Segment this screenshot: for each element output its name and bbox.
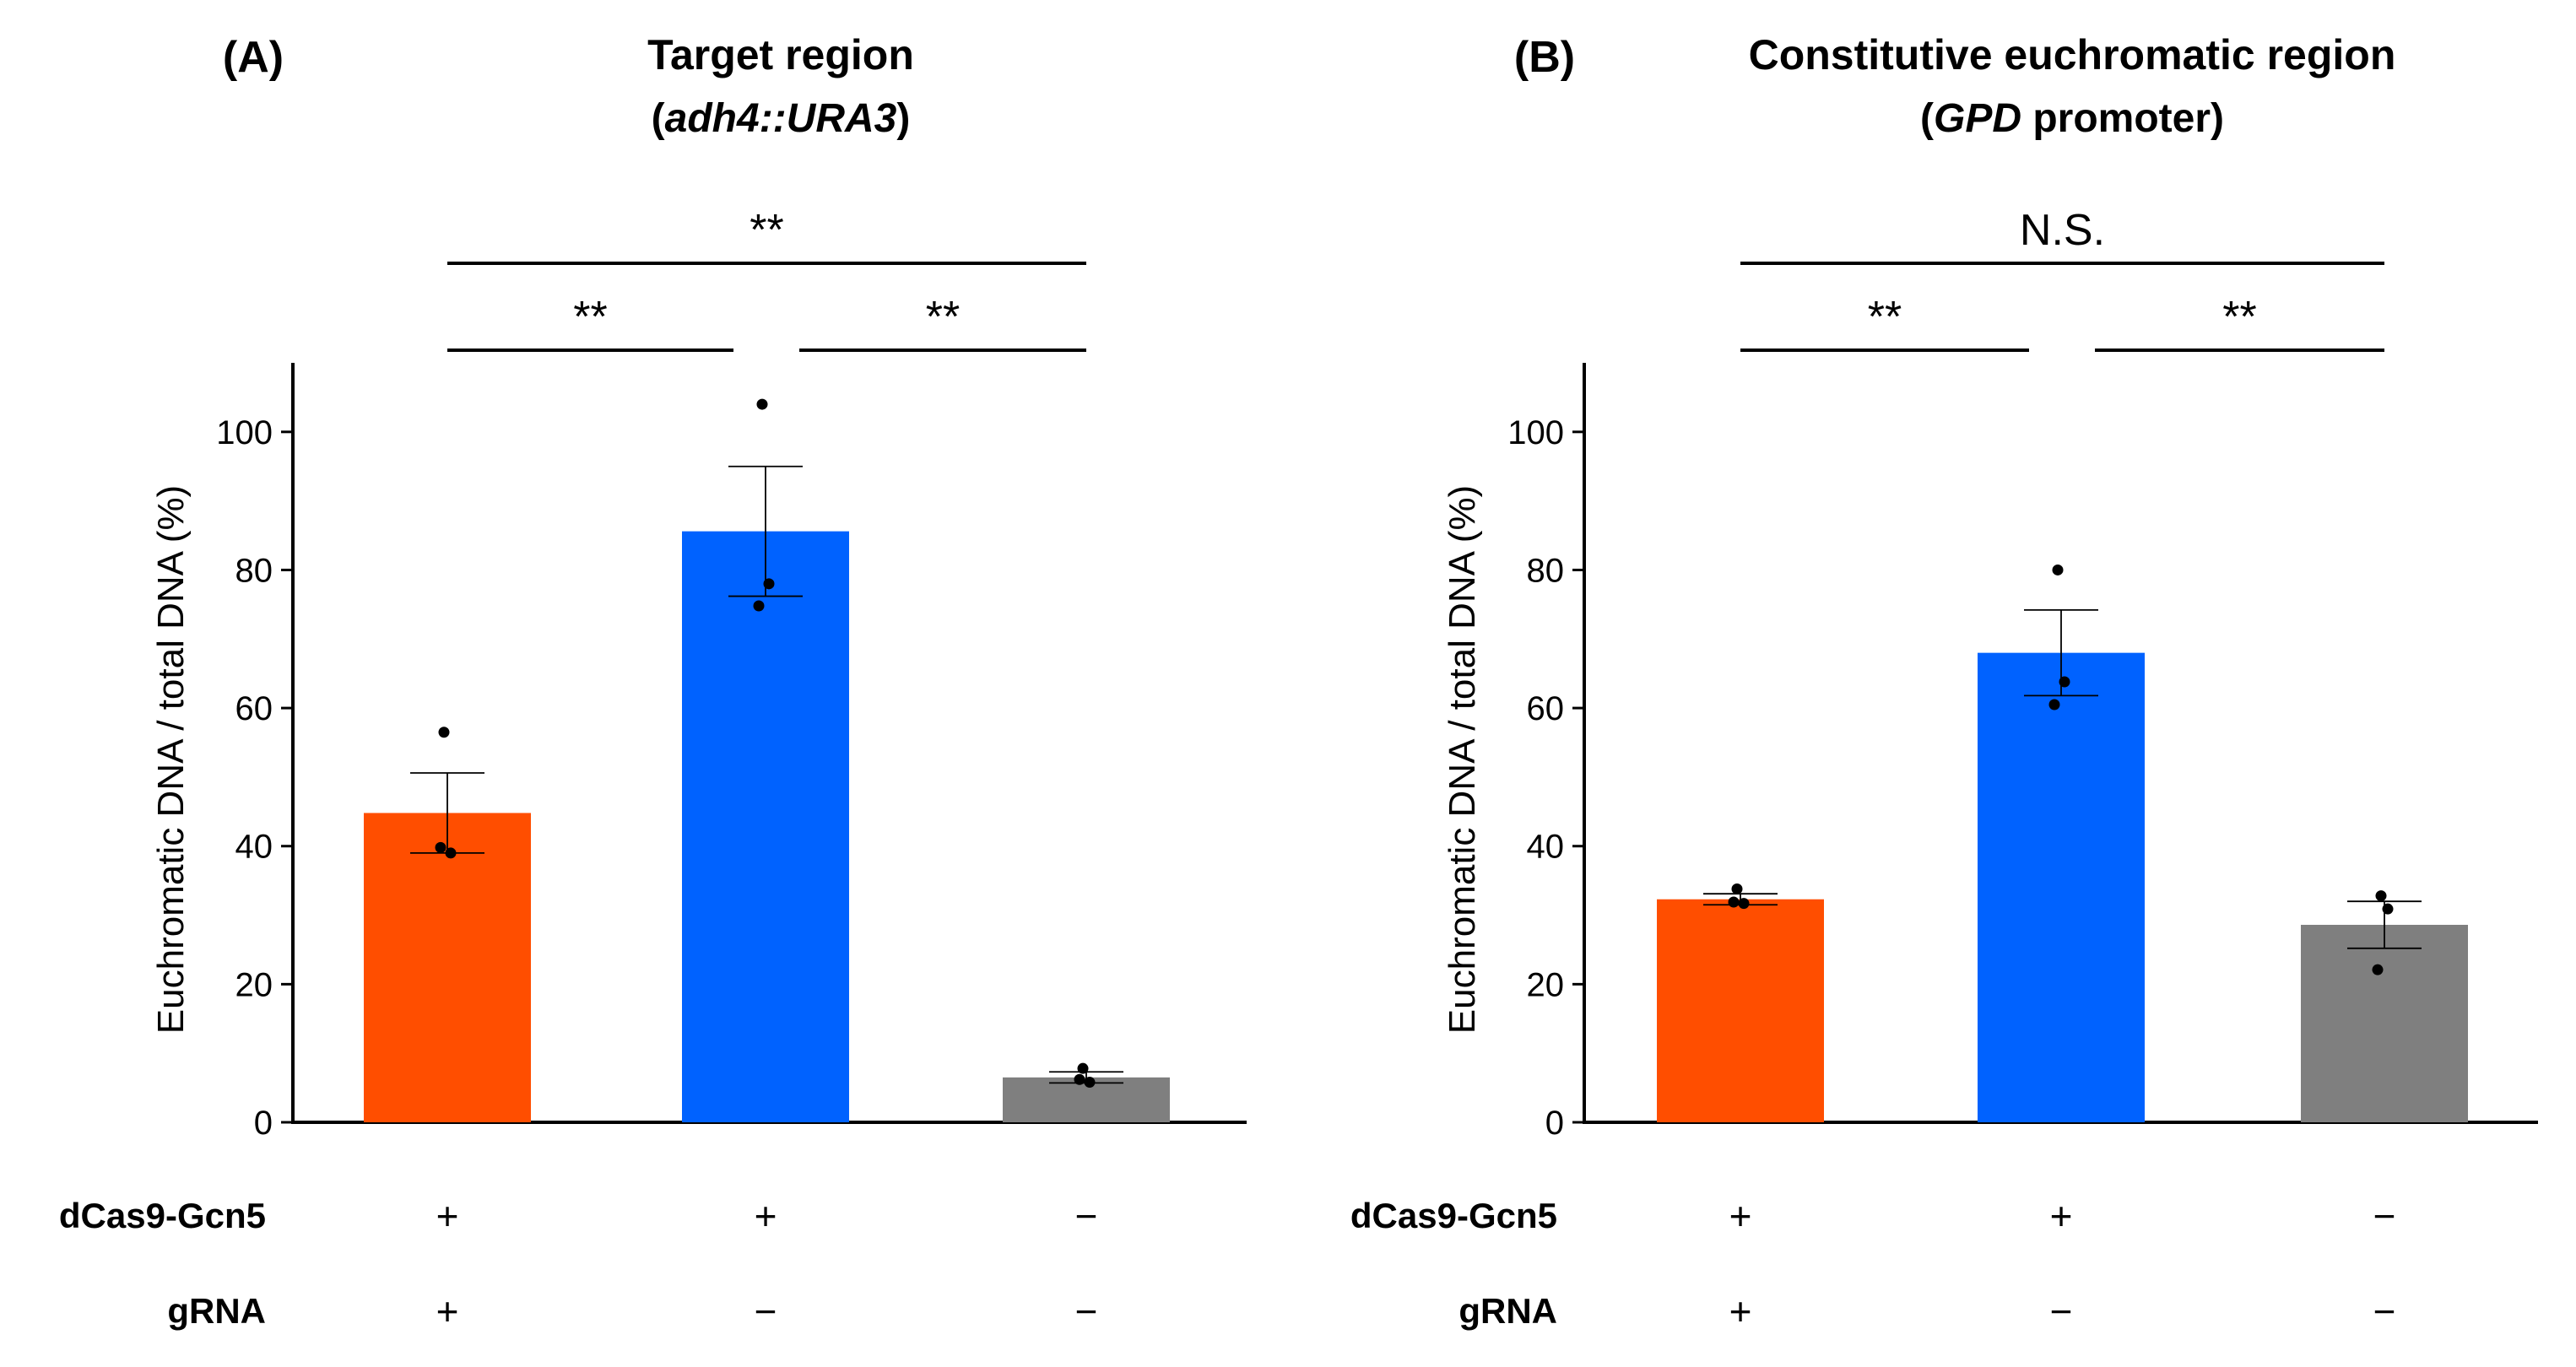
data-point <box>435 841 446 853</box>
subtitle-close: promoter) <box>2021 96 2224 141</box>
significance-label: ** <box>573 293 607 342</box>
panel-letter: (A) <box>223 33 284 82</box>
y-tick-label: 80 <box>235 552 273 589</box>
chart-panel-a: (A) Target region(adh4::URA3)0 20 40 60 80 100… <box>59 31 1247 1333</box>
y-tick-label: 20 <box>235 966 273 1003</box>
subtitle-italic: GPD <box>1934 96 2021 141</box>
condition-value: + <box>1729 1289 1752 1333</box>
subtitle-close: ) <box>896 96 910 141</box>
chart-panel-b: (B) Constitutive euchromatic region (GPD p… <box>1350 31 2538 1333</box>
condition-value: + <box>2050 1194 2073 1238</box>
condition-label: gRNA <box>167 1291 266 1331</box>
y-tick-label: 100 <box>216 414 273 451</box>
bar <box>1657 899 1824 1122</box>
significance-label: ** <box>926 293 960 342</box>
data-point <box>763 578 775 590</box>
data-point <box>1728 896 1740 908</box>
subtitle-italic: adh4::URA3 <box>665 96 897 141</box>
subtitle-open: ( <box>1920 96 1934 141</box>
data-point <box>2059 676 2070 688</box>
condition-value: − <box>1075 1289 1098 1333</box>
subtitle-open: ( <box>652 96 665 141</box>
data-point <box>2372 964 2384 975</box>
panel-subtitle: (adh4::URA3) <box>652 96 911 141</box>
data-point <box>445 847 457 859</box>
y-tick-label: 100 <box>1507 414 1564 451</box>
condition-value: + <box>436 1194 459 1238</box>
y-tick-label: 60 <box>235 690 273 727</box>
y-tick-label: 0 <box>1545 1105 1564 1142</box>
condition-value: + <box>436 1289 459 1333</box>
panel-letter: (B) <box>1514 33 1575 82</box>
data-point <box>1731 883 1743 894</box>
panel-subtitle: (GPD promoter) <box>1920 96 2224 141</box>
significance-label: ** <box>2222 293 2256 342</box>
condition-value: − <box>2373 1289 2396 1333</box>
y-axis-label: Euchromatic DNA / total DNA (%) <box>150 485 192 1034</box>
condition-value: − <box>2050 1289 2073 1333</box>
y-tick-label: 80 <box>1527 552 1565 589</box>
condition-label: dCas9-Gcn5 <box>1350 1196 1557 1235</box>
data-point <box>2375 890 2387 902</box>
data-point <box>2048 699 2060 711</box>
y-tick-label: 40 <box>235 829 273 866</box>
condition-value: − <box>755 1289 777 1333</box>
bar <box>682 531 849 1122</box>
panel-title: Target region <box>647 31 914 78</box>
data-point <box>1084 1077 1096 1089</box>
y-tick-label: 60 <box>1527 690 1565 727</box>
data-point <box>2382 903 2394 915</box>
y-tick-label: 20 <box>1527 966 1565 1003</box>
condition-value: − <box>2373 1194 2396 1238</box>
condition-value: + <box>1729 1194 1752 1238</box>
condition-value: − <box>1075 1194 1098 1238</box>
significance-label: ** <box>1868 293 1902 342</box>
y-tick-label: 0 <box>254 1105 273 1142</box>
data-point <box>1077 1062 1089 1074</box>
significance-label: ** <box>750 206 783 255</box>
bar <box>2301 925 2468 1122</box>
data-point <box>438 727 450 738</box>
panel-title: Constitutive euchromatic region <box>1749 31 2396 78</box>
data-point <box>2052 564 2064 575</box>
y-tick-label: 40 <box>1527 829 1565 866</box>
data-point <box>1074 1073 1085 1085</box>
data-point <box>756 398 768 410</box>
data-point <box>1738 898 1750 910</box>
significance-label: N.S. <box>2020 206 2105 255</box>
y-axis-label: Euchromatic DNA / total DNA (%) <box>1442 485 1483 1034</box>
bar <box>1978 652 2145 1122</box>
bar <box>364 813 531 1122</box>
condition-value: + <box>755 1194 777 1238</box>
condition-label: dCas9-Gcn5 <box>59 1196 266 1235</box>
data-point <box>753 600 765 612</box>
condition-label: gRNA <box>1458 1291 1557 1331</box>
